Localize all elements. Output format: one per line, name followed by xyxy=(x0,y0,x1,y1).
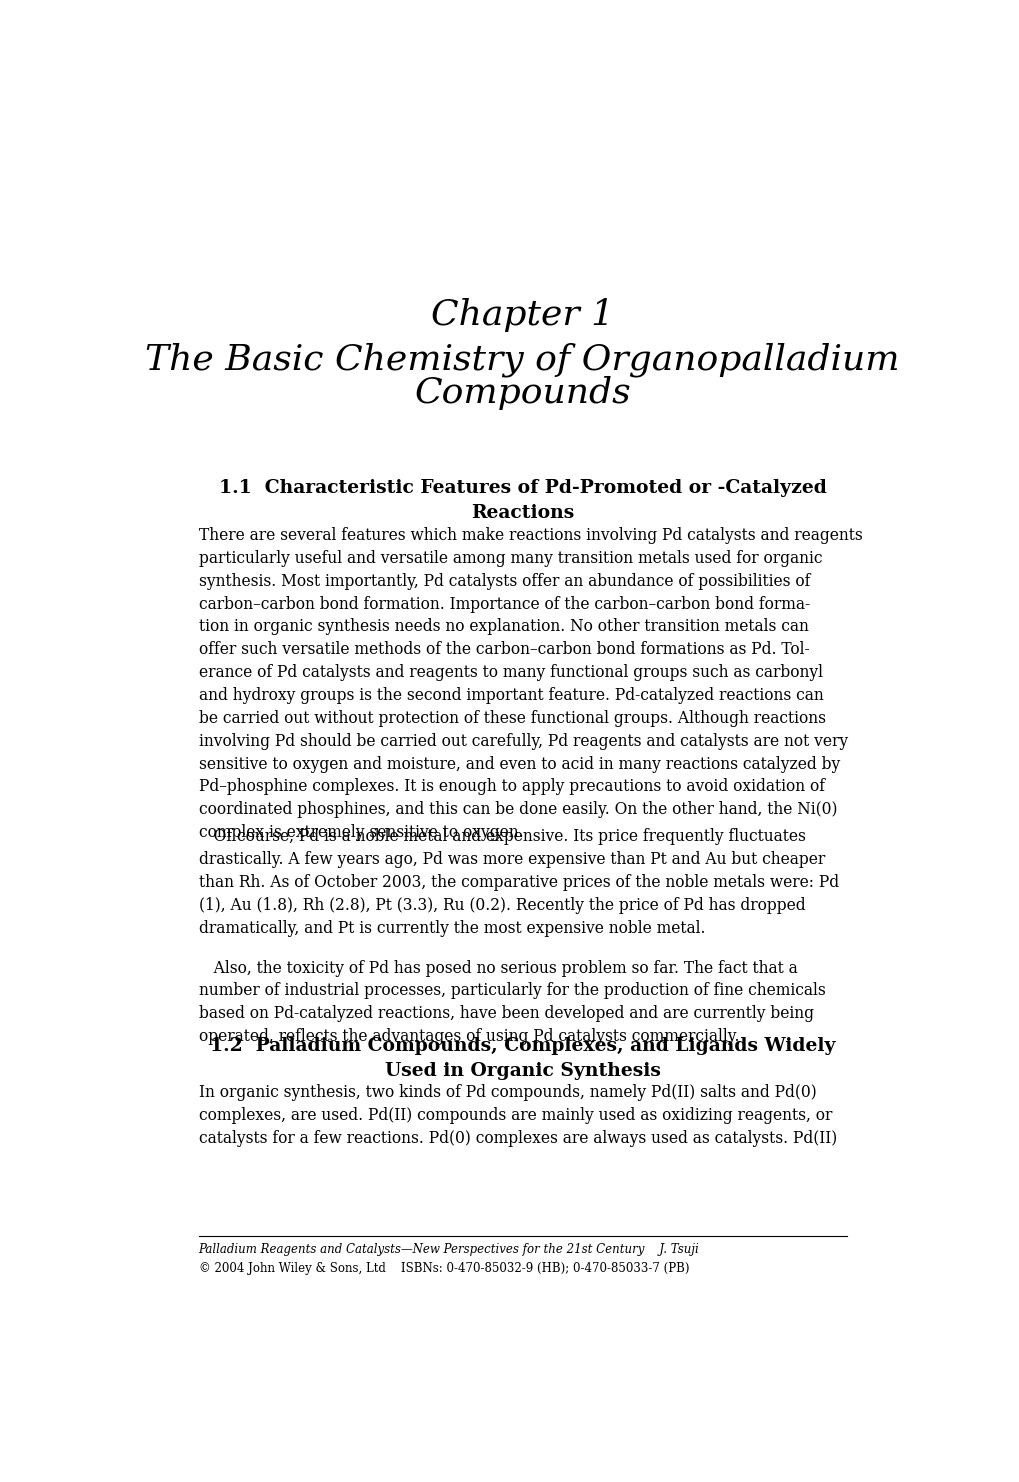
Text: 1.1  Characteristic Features of Pd-Promoted or -Catalyzed: 1.1 Characteristic Features of Pd-Promot… xyxy=(219,479,825,496)
Text: Also, the toxicity of Pd has posed no serious problem so far. The fact that a
nu: Also, the toxicity of Pd has posed no se… xyxy=(199,959,824,1045)
Text: Chapter 1: Chapter 1 xyxy=(431,298,613,332)
Text: Palladium Reagents and Catalysts—New Perspectives for the 21st Century    J. Tsu: Palladium Reagents and Catalysts—New Per… xyxy=(199,1242,699,1255)
Text: 1.2  Palladium Compounds, Complexes, and Ligands Widely: 1.2 Palladium Compounds, Complexes, and … xyxy=(210,1037,835,1055)
Text: The Basic Chemistry of Organopalladium: The Basic Chemistry of Organopalladium xyxy=(146,342,899,376)
Text: Of course, Pd is a noble metal and expensive. Its price frequently fluctuates
dr: Of course, Pd is a noble metal and expen… xyxy=(199,828,838,937)
Text: Compounds: Compounds xyxy=(414,376,631,411)
Text: There are several features which make reactions involving Pd catalysts and reage: There are several features which make re… xyxy=(199,528,861,842)
Text: © 2004 John Wiley & Sons, Ltd    ISBNs: 0-470-85032-9 (HB); 0-470-85033-7 (PB): © 2004 John Wiley & Sons, Ltd ISBNs: 0-4… xyxy=(199,1263,689,1275)
Text: Used in Organic Synthesis: Used in Organic Synthesis xyxy=(384,1063,660,1080)
Text: In organic synthesis, two kinds of Pd compounds, namely Pd(II) salts and Pd(0)
c: In organic synthesis, two kinds of Pd co… xyxy=(199,1083,836,1147)
Text: Reactions: Reactions xyxy=(471,504,574,522)
